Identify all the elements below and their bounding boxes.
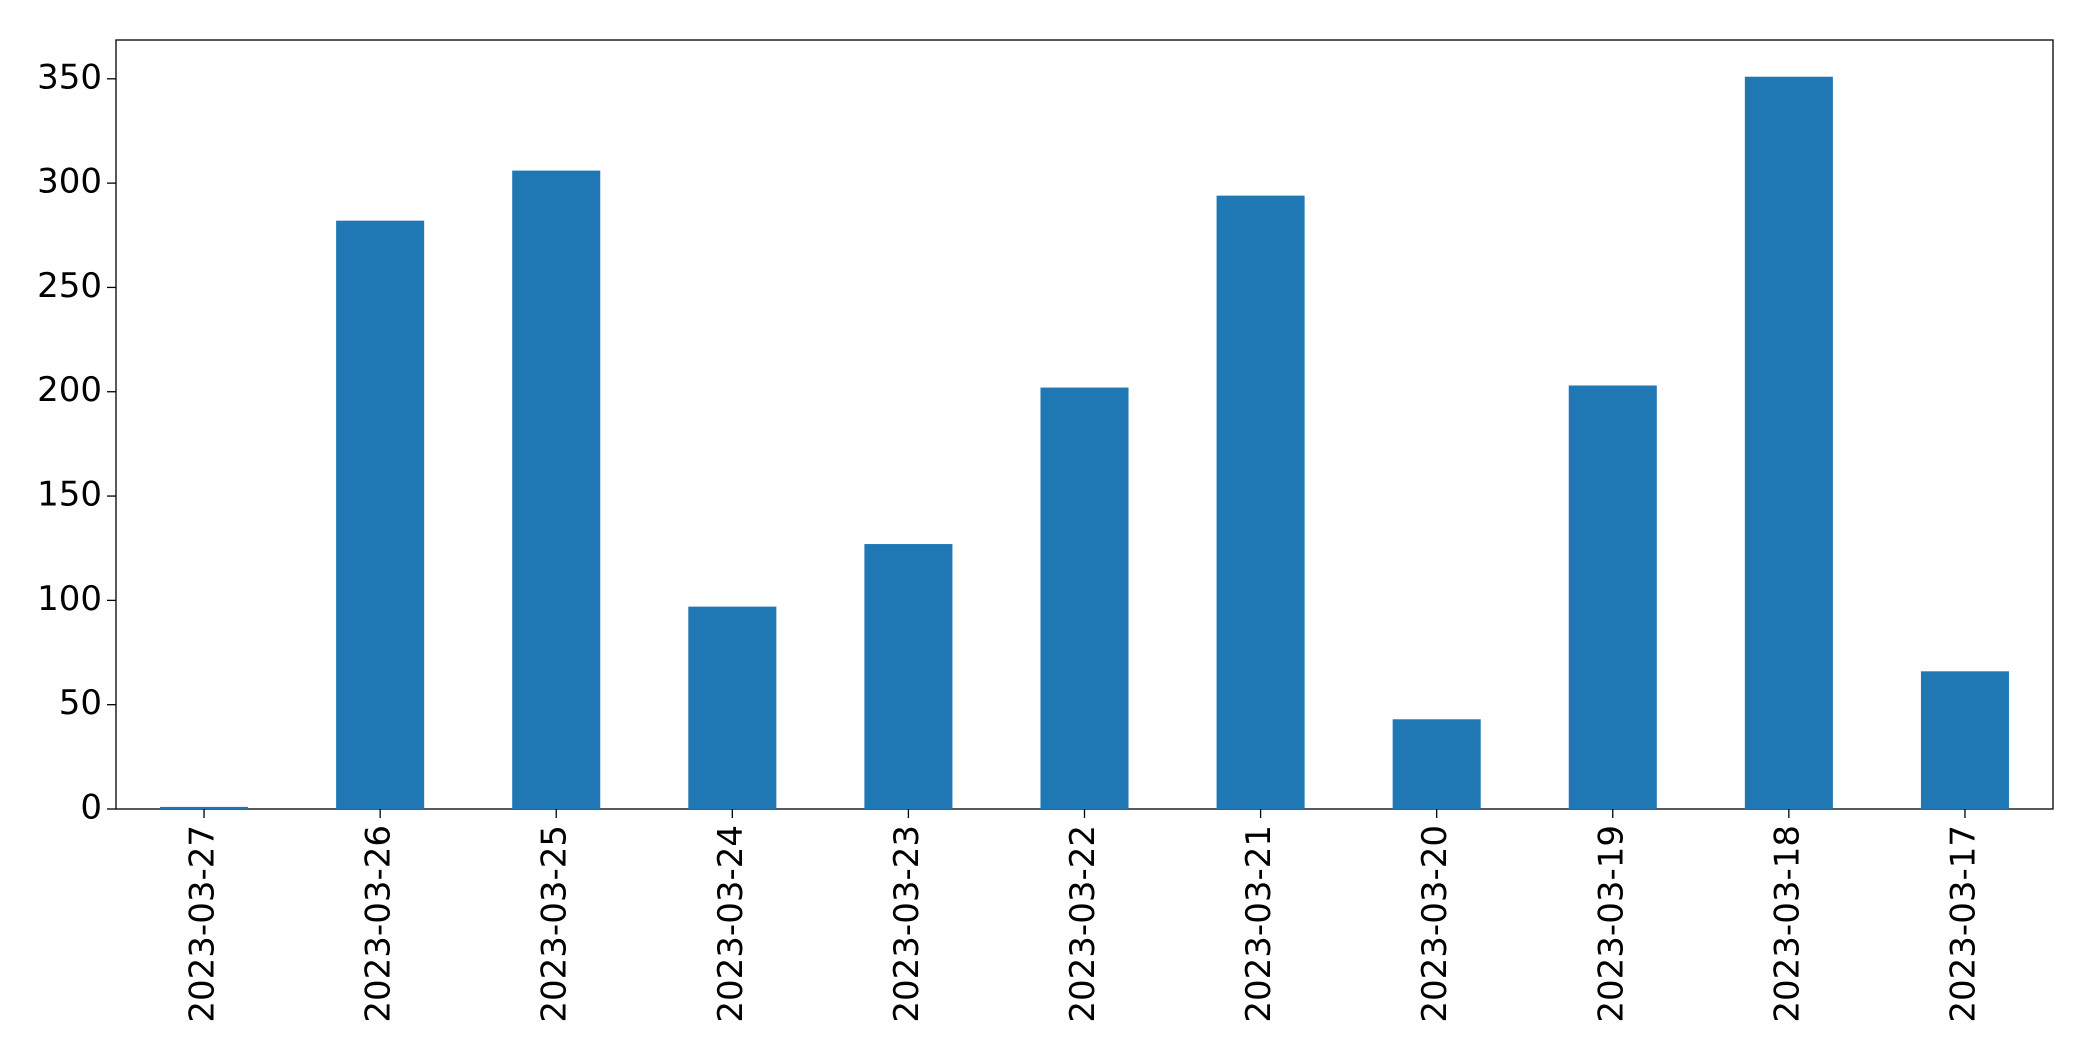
y-tick-label: 250 (37, 266, 102, 306)
x-tick-label: 2023-03-25 (535, 825, 575, 1023)
y-tick-label: 50 (59, 683, 102, 723)
bar (1040, 387, 1129, 809)
x-tick-label: 2023-03-18 (1767, 825, 1807, 1023)
y-tick-label: 350 (37, 57, 102, 97)
x-tick-label: 2023-03-22 (1063, 825, 1103, 1023)
x-tick-label: 2023-03-19 (1591, 825, 1631, 1023)
y-tick-label: 100 (37, 579, 102, 619)
x-tick-label: 2023-03-23 (887, 825, 927, 1023)
bar (1744, 76, 1833, 810)
y-tick-label: 300 (37, 162, 102, 202)
x-tick-label: 2023-03-27 (183, 825, 223, 1023)
bar (688, 606, 777, 809)
y-tick-label: 150 (37, 475, 102, 515)
bar (1920, 671, 2009, 809)
x-tick-label: 2023-03-20 (1415, 825, 1455, 1023)
bar (336, 220, 425, 809)
bar (512, 170, 601, 809)
bar (1392, 719, 1481, 809)
bar (864, 544, 953, 809)
y-tick-label: 0 (80, 788, 102, 828)
x-tick-label: 2023-03-26 (359, 825, 399, 1023)
y-tick-label: 200 (37, 370, 102, 410)
x-tick-label: 2023-03-21 (1239, 825, 1279, 1023)
bar (160, 806, 249, 809)
x-tick-label: 2023-03-17 (1943, 825, 1983, 1023)
x-tick-label: 2023-03-24 (711, 825, 751, 1023)
bar (1216, 195, 1305, 809)
bar (1568, 385, 1657, 809)
